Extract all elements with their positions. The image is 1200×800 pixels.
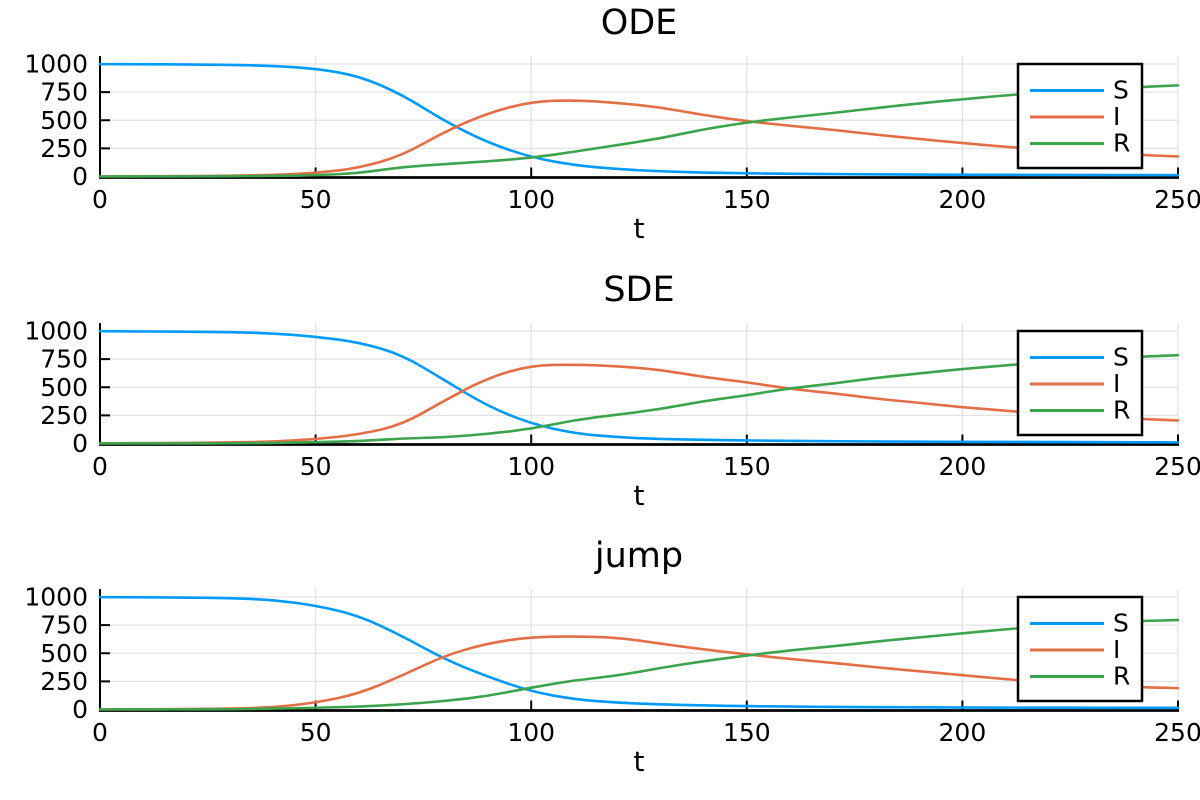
x-tick-label: 50 bbox=[300, 452, 332, 481]
legend-label-R: R bbox=[1113, 129, 1130, 158]
subplot-ode: 0 250 500 750 1000 0 50 100 150 200 250 S I R ODE t bbox=[0, 0, 1200, 266]
series-line-R bbox=[98, 353, 1180, 445]
legend-label-R: R bbox=[1113, 396, 1130, 425]
x-tick-label: 100 bbox=[507, 718, 555, 747]
subplot-title: SDE bbox=[603, 270, 675, 310]
y-tick-label: 1000 bbox=[24, 50, 88, 79]
x-tick-label: 50 bbox=[300, 185, 332, 214]
y-tick-label: 500 bbox=[40, 639, 88, 668]
series-line-I bbox=[98, 363, 1180, 445]
subplot-title: jump bbox=[594, 536, 684, 576]
y-tick-label: 0 bbox=[72, 695, 88, 724]
legend-label-R: R bbox=[1113, 662, 1130, 691]
x-tick-label: 200 bbox=[939, 452, 987, 481]
legend-label-I: I bbox=[1113, 369, 1120, 398]
y-tick-label: 250 bbox=[40, 401, 88, 430]
legend-label-I: I bbox=[1113, 102, 1120, 131]
legend-label-S: S bbox=[1113, 609, 1129, 638]
subplot-title: ODE bbox=[600, 3, 678, 43]
x-tick-label: 200 bbox=[939, 185, 987, 214]
x-tick-label: 250 bbox=[1154, 185, 1200, 214]
x-tick-label: 0 bbox=[92, 185, 108, 214]
x-tick-label: 200 bbox=[939, 718, 987, 747]
y-tick-label: 500 bbox=[40, 373, 88, 402]
x-tick-label: 250 bbox=[1154, 718, 1200, 747]
series-line-S bbox=[98, 62, 1180, 177]
series-line-R bbox=[98, 84, 1180, 178]
x-axis-label: t bbox=[633, 479, 645, 512]
subplot-sde: 0 250 500 750 1000 0 50 100 150 200 250 S I R SDE t bbox=[0, 267, 1200, 533]
y-tick-label: 750 bbox=[40, 78, 88, 107]
y-tick-label: 750 bbox=[40, 345, 88, 374]
subplot-jump: 0 250 500 750 1000 0 50 100 150 200 250 S I R jump t bbox=[0, 533, 1200, 799]
x-tick-label: 50 bbox=[300, 718, 332, 747]
legend-label-S: S bbox=[1113, 343, 1129, 372]
series-line-S bbox=[98, 595, 1180, 710]
y-tick-label: 250 bbox=[40, 134, 88, 163]
y-tick-label: 500 bbox=[40, 106, 88, 135]
x-tick-label: 150 bbox=[723, 718, 771, 747]
series-line-R bbox=[98, 618, 1180, 711]
x-tick-label: 250 bbox=[1154, 452, 1200, 481]
x-tick-label: 150 bbox=[723, 452, 771, 481]
legend-label-S: S bbox=[1113, 76, 1129, 105]
y-tick-label: 750 bbox=[40, 611, 88, 640]
y-tick-label: 0 bbox=[72, 162, 88, 191]
x-axis-label: t bbox=[633, 212, 645, 245]
series-line-I bbox=[98, 99, 1180, 178]
x-tick-label: 100 bbox=[507, 452, 555, 481]
series-line-S bbox=[98, 329, 1180, 444]
y-tick-label: 0 bbox=[72, 429, 88, 458]
series-line-I bbox=[98, 635, 1180, 711]
x-tick-label: 150 bbox=[723, 185, 771, 214]
x-tick-label: 0 bbox=[92, 452, 108, 481]
x-tick-label: 100 bbox=[507, 185, 555, 214]
y-tick-label: 1000 bbox=[24, 317, 88, 346]
x-axis-label: t bbox=[633, 745, 645, 778]
x-tick-label: 0 bbox=[92, 718, 108, 747]
y-tick-label: 1000 bbox=[24, 583, 88, 612]
legend-label-I: I bbox=[1113, 635, 1120, 664]
y-tick-label: 250 bbox=[40, 667, 88, 696]
